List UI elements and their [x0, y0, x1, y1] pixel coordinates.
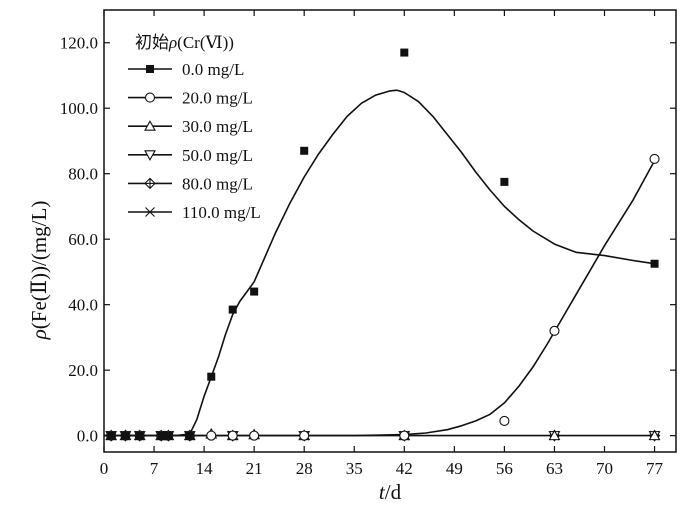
- legend-title: 初始ρ(Cr(Ⅵ)): [135, 33, 234, 52]
- square-marker: [121, 431, 130, 440]
- y-tick-label: 120.0: [60, 34, 98, 53]
- data-point-s1: [399, 430, 410, 441]
- legend-label-0: 0.0 mg/L: [182, 60, 244, 79]
- data-point-s1: [227, 430, 238, 441]
- x-axis-title: t/d: [379, 480, 402, 504]
- legend-title-prefix: 初始: [135, 33, 169, 52]
- data-markers: [105, 48, 661, 442]
- square-marker: [164, 431, 173, 440]
- square-marker: [500, 177, 509, 186]
- legend-label-3: 50.0 mg/L: [182, 146, 253, 165]
- legend-marker-3: [144, 150, 156, 161]
- legend-marker-0: [146, 65, 154, 73]
- legend-label-1: 20.0 mg/L: [182, 89, 253, 108]
- fit-curve-0: [104, 89, 655, 437]
- data-point-s0: [121, 431, 130, 440]
- circle-marker: [227, 430, 238, 441]
- x-tick-label: 63: [546, 459, 563, 478]
- circle-marker: [499, 415, 510, 426]
- y-tick-label: 20.0: [68, 361, 98, 380]
- x-tick-label: 21: [246, 459, 263, 478]
- square-marker: [228, 305, 237, 314]
- data-point-s0: [650, 259, 659, 268]
- circle-marker: [206, 430, 217, 441]
- data-point-s0: [500, 177, 509, 186]
- legend-marker-5: [145, 207, 155, 217]
- data-point-s1: [499, 415, 510, 426]
- x-tick-label: 14: [196, 459, 214, 478]
- data-point-s1: [206, 430, 217, 441]
- square-marker: [400, 48, 409, 57]
- triangle-up-marker: [144, 120, 156, 131]
- legend-marker-4: [144, 177, 156, 190]
- data-point-s0: [207, 372, 216, 381]
- axis-ticks: 0 7 14 21 28 35 42 49 56 63 70 77 0.0 20.0 40.0 60.0 80.…: [60, 10, 676, 478]
- square-marker: [146, 65, 154, 73]
- data-point-s1: [649, 153, 660, 165]
- x-tick-label: 0: [100, 459, 109, 478]
- data-point-s1: [549, 325, 560, 336]
- legend-marker-1: [144, 92, 156, 103]
- legend-label-4: 80.0 mg/L: [182, 174, 253, 193]
- legend: 初始ρ(Cr(Ⅵ)) 0.0 mg/L 20.0 mg/L 30.0 mg/L 50.0…: [128, 33, 261, 222]
- square-marker: [207, 372, 216, 381]
- x-tick-label: 35: [346, 459, 363, 478]
- circle-marker: [299, 430, 310, 441]
- data-point-s0: [300, 146, 309, 155]
- circle-marker: [144, 92, 156, 103]
- square-marker: [185, 431, 194, 440]
- data-point-s0: [250, 287, 259, 296]
- x-tick-label: 7: [150, 459, 159, 478]
- data-point-s2: [548, 429, 561, 441]
- legend-label-5: 110.0 mg/L: [182, 203, 261, 222]
- y-axis-title: ρ(Fe(Ⅱ))/(mg/L): [27, 201, 51, 341]
- x-tick-label: 70: [596, 459, 613, 478]
- x-tick-label: 77: [646, 459, 664, 478]
- data-point-s1: [299, 430, 310, 441]
- square-marker: [300, 146, 309, 155]
- data-point-s0: [157, 431, 166, 440]
- square-marker: [157, 431, 166, 440]
- data-point-s0: [135, 431, 144, 440]
- y-tick-label: 80.0: [68, 165, 98, 184]
- data-point-s0: [164, 431, 173, 440]
- triangle-up-marker: [548, 429, 561, 441]
- circle-marker: [249, 430, 260, 441]
- square-marker: [107, 431, 116, 440]
- square-marker: [650, 259, 659, 268]
- y-tick-label: 100.0: [60, 99, 98, 118]
- data-point-s2: [648, 429, 661, 441]
- x-tick-label: 28: [296, 459, 313, 478]
- fit-curves: [104, 89, 656, 437]
- x-tick-label: 42: [396, 459, 413, 478]
- legend-title-symbol: ρ: [168, 33, 177, 52]
- data-point-s0: [400, 48, 409, 57]
- data-point-s0: [107, 431, 116, 440]
- legend-title-rest: (Cr(Ⅵ)): [177, 33, 234, 52]
- plot-frame: [103, 9, 677, 453]
- circle-marker: [549, 325, 560, 336]
- square-marker: [250, 287, 259, 296]
- circle-marker: [399, 430, 410, 441]
- y-tick-label: 60.0: [68, 230, 98, 249]
- data-point-s0: [185, 431, 194, 440]
- x-tick-label: 49: [446, 459, 463, 478]
- legend-label-2: 30.0 mg/L: [182, 117, 253, 136]
- square-marker: [135, 431, 144, 440]
- y-tick-label: 0.0: [77, 427, 98, 446]
- data-point-s1: [249, 430, 260, 441]
- data-point-s0: [228, 305, 237, 314]
- legend-marker-2: [144, 120, 156, 131]
- triangle-up-marker: [648, 429, 661, 441]
- y-tick-label: 40.0: [68, 296, 98, 315]
- x-tick-label: 56: [496, 459, 513, 478]
- circle-marker: [649, 153, 660, 165]
- triangle-down-marker: [144, 150, 156, 161]
- fit-curve-1: [104, 160, 656, 437]
